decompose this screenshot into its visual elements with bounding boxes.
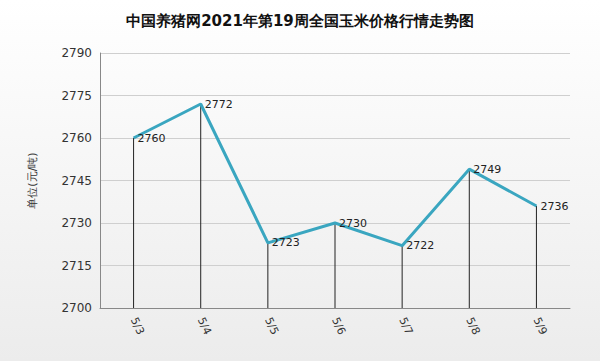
svg-text:2722: 2722 — [406, 239, 434, 252]
svg-text:5/5: 5/5 — [262, 315, 281, 337]
svg-text:5/3: 5/3 — [128, 315, 147, 337]
svg-text:2760: 2760 — [138, 132, 166, 145]
svg-text:2745: 2745 — [61, 174, 92, 188]
svg-text:5/7: 5/7 — [396, 315, 415, 337]
svg-text:2775: 2775 — [61, 89, 92, 103]
svg-text:2700: 2700 — [61, 301, 92, 315]
svg-text:2723: 2723 — [272, 236, 300, 249]
svg-text:2760: 2760 — [61, 131, 92, 145]
svg-text:2715: 2715 — [61, 259, 92, 273]
svg-text:5/6: 5/6 — [329, 315, 348, 337]
svg-text:单位(元/吨): 单位(元/吨) — [26, 152, 39, 208]
svg-text:2749: 2749 — [473, 163, 501, 176]
svg-text:2736: 2736 — [540, 200, 568, 213]
svg-text:2730: 2730 — [339, 217, 367, 230]
svg-text:2790: 2790 — [61, 46, 92, 60]
svg-text:5/4: 5/4 — [195, 315, 214, 337]
svg-text:5/9: 5/9 — [531, 315, 550, 337]
svg-text:2730: 2730 — [61, 216, 92, 230]
svg-text:5/8: 5/8 — [463, 315, 482, 337]
svg-text:中国养猪网2021年第19周全国玉米价格行情走势图: 中国养猪网2021年第19周全国玉米价格行情走势图 — [126, 12, 474, 30]
svg-text:2772: 2772 — [205, 98, 233, 111]
